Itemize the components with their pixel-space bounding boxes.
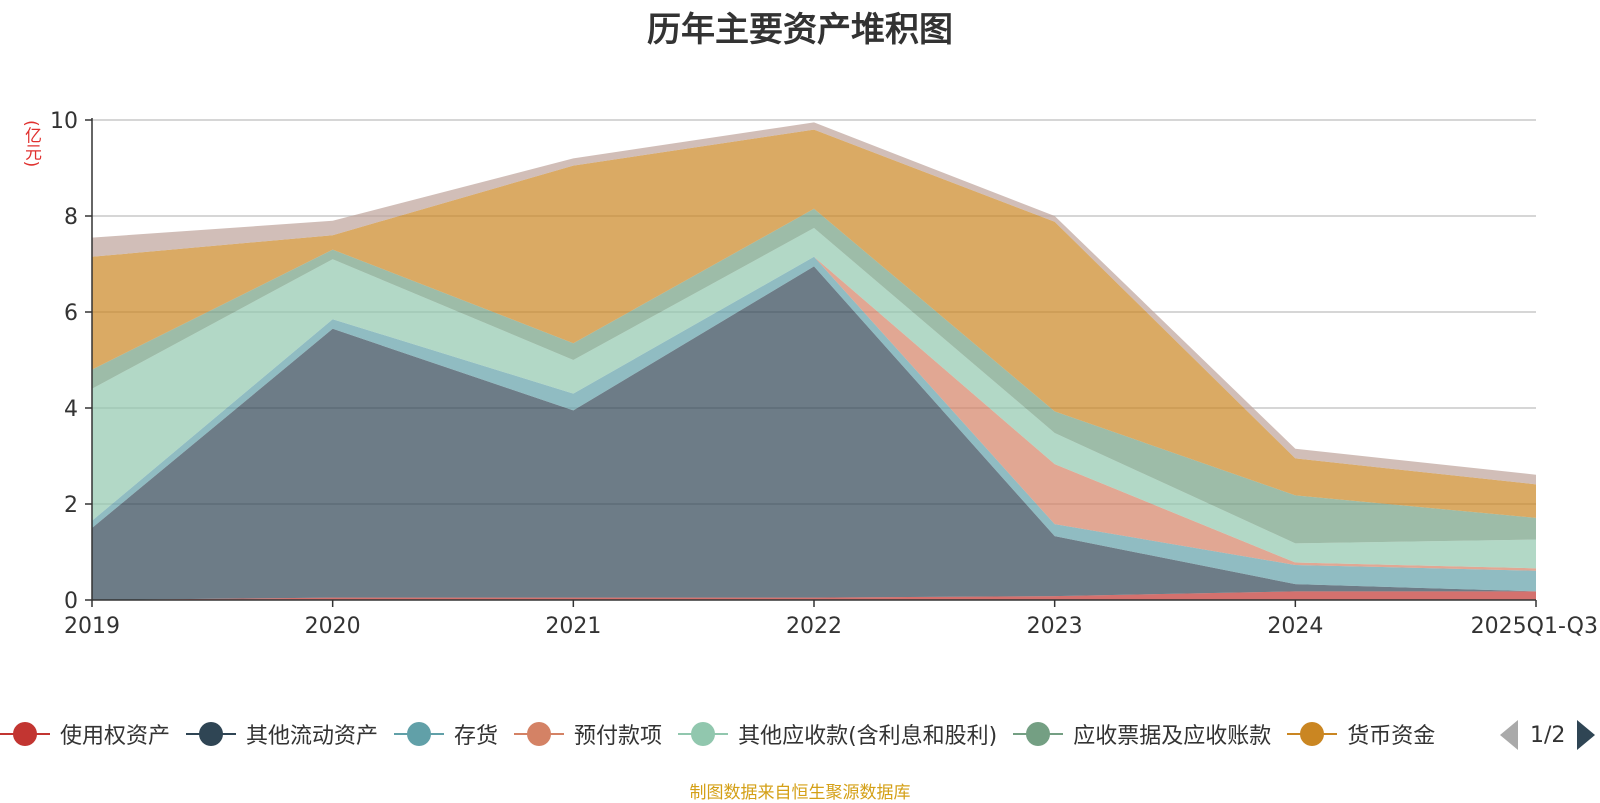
y-tick-label: 0 [64,589,78,614]
legend-marker-icon [1287,721,1338,747]
legend-item[interactable]: 应收票据及应收账款 [1013,718,1271,750]
x-tick-label: 2019 [64,614,120,639]
legend-item[interactable]: 预付款项 [514,718,662,750]
legend-pager: 1/2 [1500,718,1596,752]
y-tick-label: 6 [64,301,78,326]
legend-prev-icon[interactable] [1500,720,1518,750]
legend-marker-icon [186,721,237,747]
chart-title: 历年主要资产堆积图 [647,10,953,50]
area-series-1[interactable] [92,266,1536,600]
legend-item[interactable]: 存货 [394,718,498,750]
x-tick-label: 2025Q1-Q3 [1471,614,1598,639]
area-series [92,122,1536,600]
y-tick-label: 2 [64,493,78,518]
legend-item[interactable]: 其他流动资产 [186,718,378,750]
legend-page-indicator: 1/2 [1530,722,1566,748]
y-axis-unit: (亿元) [21,120,41,168]
y-tick-label: 4 [64,397,78,422]
legend-label: 使用权资产 [60,724,171,749]
legend-item[interactable]: 其他应收款(含利息和股利) [678,718,997,750]
legend-item[interactable]: 使用权资产 [0,718,170,750]
y-tick-label: 10 [50,109,78,134]
legend-item[interactable]: 货币资金 [1287,718,1435,750]
legend-next-icon[interactable] [1577,720,1596,750]
x-tick-label: 2022 [786,614,842,639]
legend: 使用权资产 其他流动资产 存货 预付款项 其他应收款(含利息和股利) 应收票据及应收账款 货… [0,718,1480,752]
legend-label: 其他应收款(含利息和股利) [738,724,998,749]
area-series-0[interactable] [92,591,1536,600]
legend-label: 预付款项 [574,724,663,749]
data-source-note: 制图数据来自恒生聚源数据库 [689,783,911,803]
legend-marker-icon [394,721,445,747]
area-series-6[interactable] [92,129,1536,518]
legend-label: 其他流动资产 [246,724,379,749]
x-tick-label: 2020 [305,614,361,639]
area-series-5[interactable] [92,208,1536,544]
legend-label: 应收票据及应收账款 [1073,724,1272,749]
y-tick-label: 8 [64,205,78,230]
legend-label: 存货 [454,724,499,749]
x-tick-label: 2021 [545,614,601,639]
axes: 0 2 4 6 8 10 2019 2020 2021 2022 2023 2024 2025Q1-Q3 [50,109,1598,639]
x-tick-label: 2023 [1027,614,1083,639]
legend-marker-icon [0,721,50,747]
x-tick-label: 2024 [1267,614,1323,639]
legend-label: 货币资金 [1347,724,1436,749]
legend-marker-icon [678,721,729,747]
area-series-4[interactable] [92,228,1536,569]
legend-marker-icon [514,721,565,747]
legend-marker-icon [1013,721,1064,747]
